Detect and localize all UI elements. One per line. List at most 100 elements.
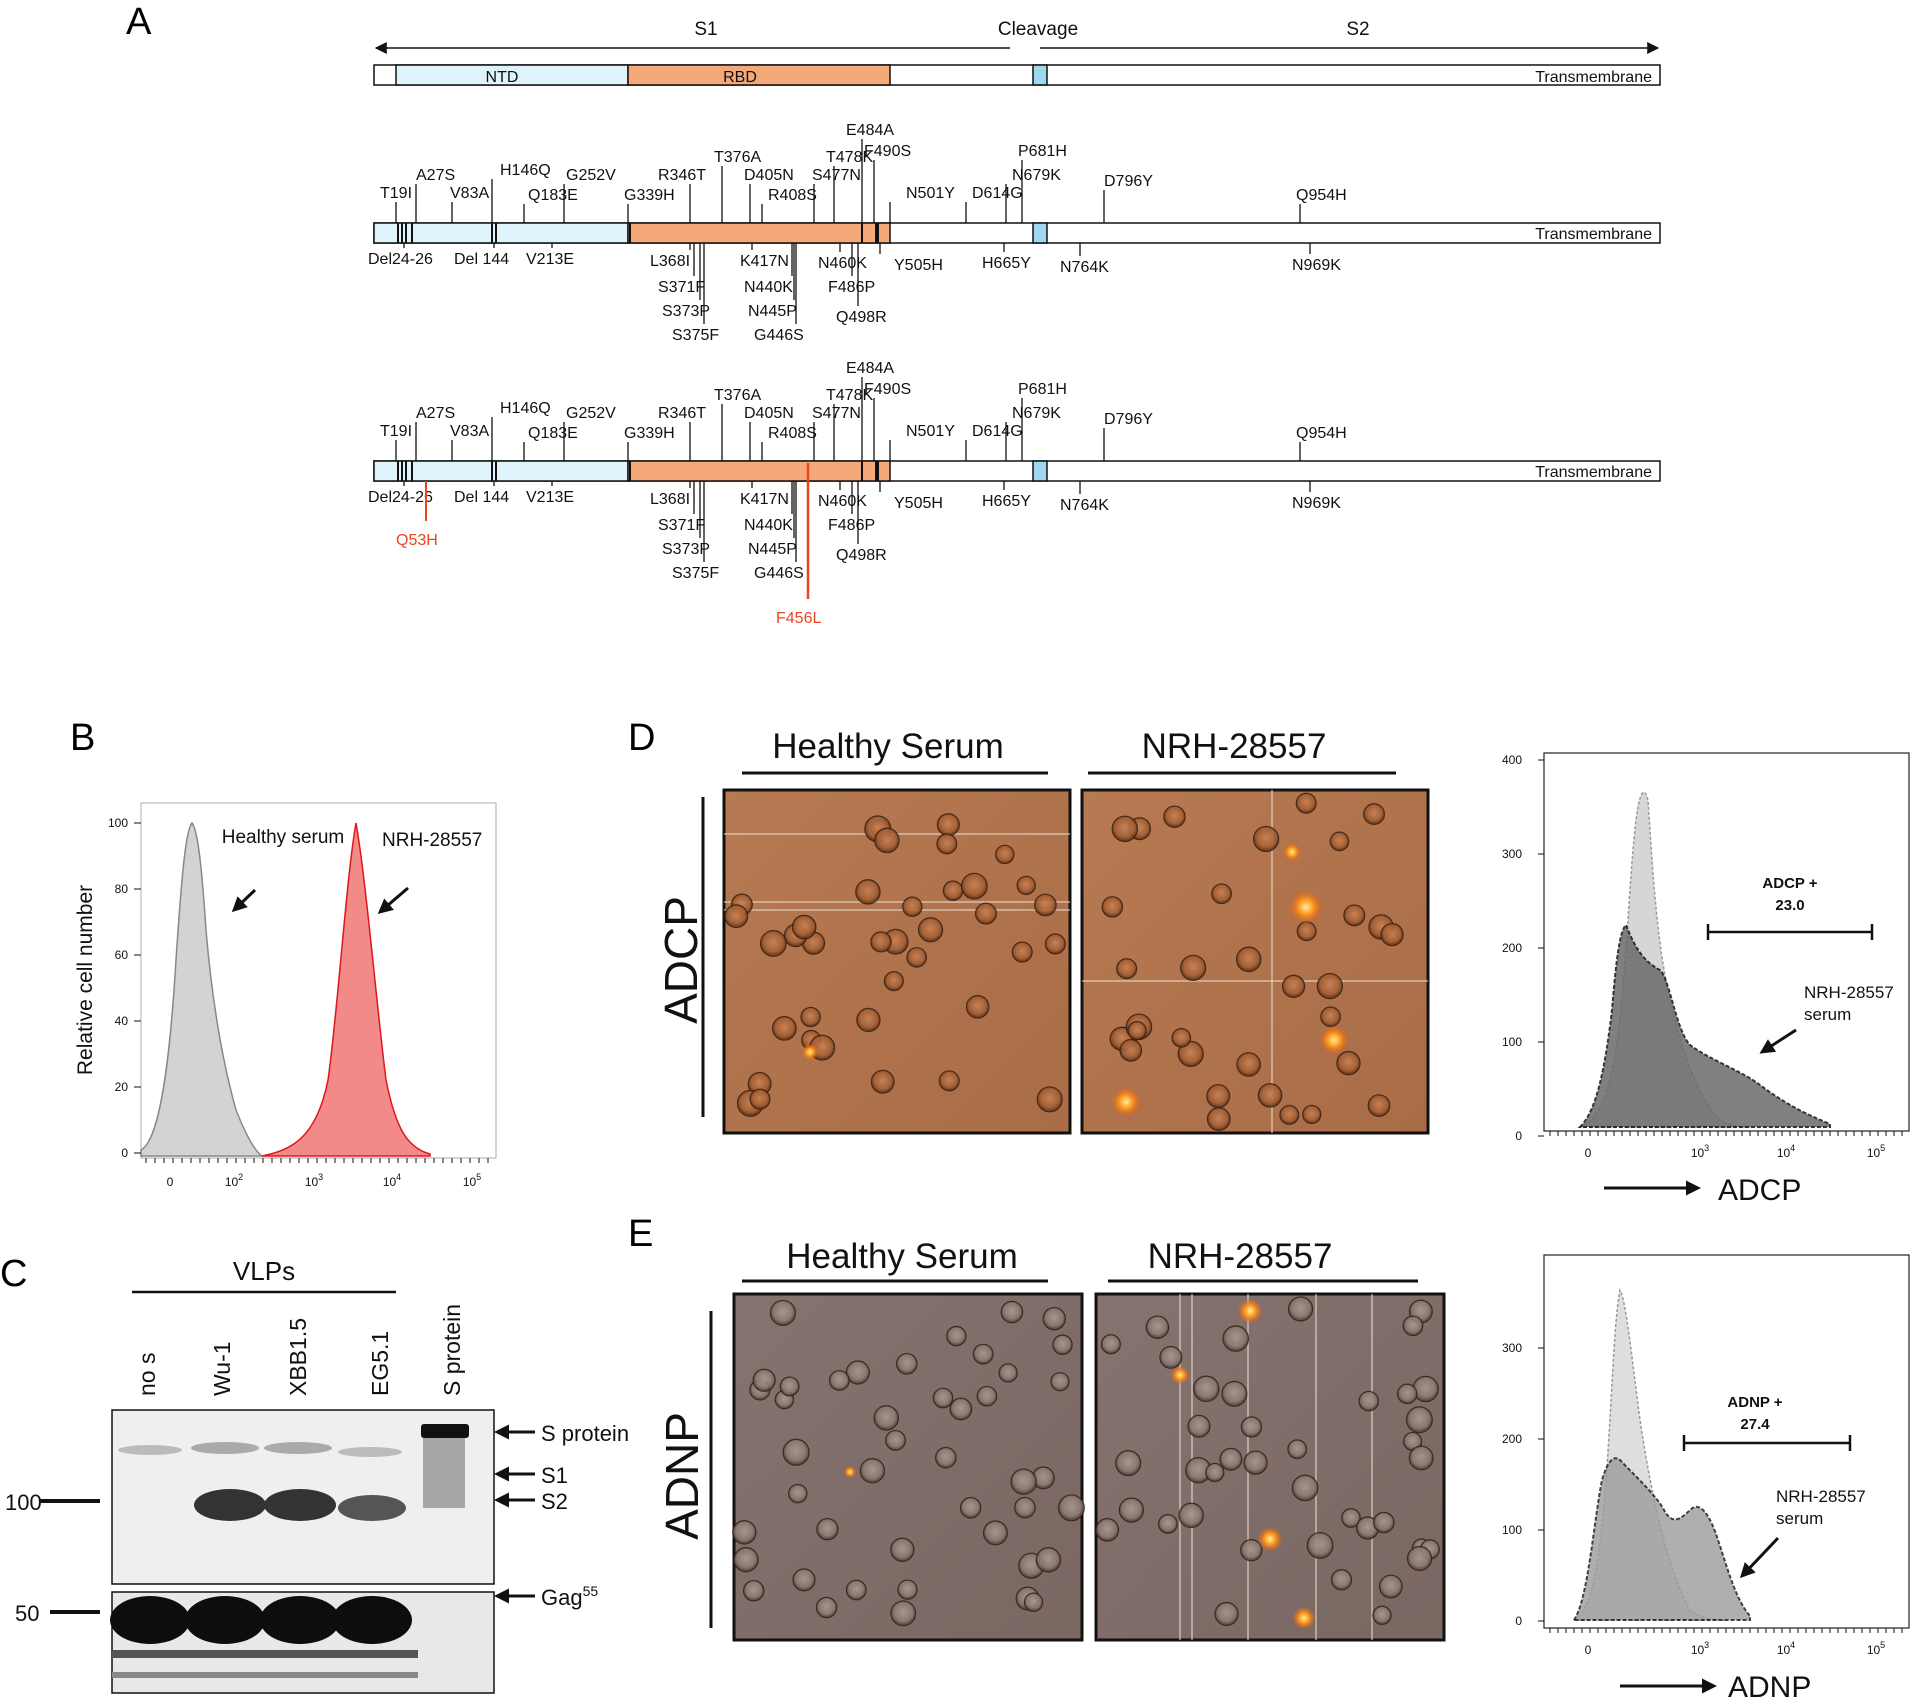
mutation-label: G252V [566, 405, 616, 422]
hist-xtick: 0 [1585, 1146, 1592, 1160]
cleavage-site [1032, 222, 1048, 244]
mutation-label: V83A [450, 185, 489, 202]
b-ytick: 0 [121, 1146, 128, 1160]
mutation-label: D614G [972, 423, 1023, 440]
b-ytick: 60 [115, 948, 129, 962]
mutation-label: L368I [650, 491, 690, 508]
mutation-label: N440K [744, 279, 793, 296]
lane-label: EG5.1 [367, 1331, 393, 1396]
hist-ytick: 200 [1502, 1432, 1522, 1446]
healthy-arrow [231, 888, 257, 913]
e-healthy-label: Healthy Serum [786, 1237, 1017, 1276]
panel-letter-a: A [126, 1, 152, 43]
mutation-label: Y505H [894, 495, 943, 512]
mutation-label: V213E [526, 489, 574, 506]
cleavage-site [1032, 460, 1048, 482]
mutation-label: S373P [662, 541, 710, 558]
mutation-label: G252V [566, 167, 616, 184]
band-s-protein: S protein [541, 1421, 629, 1446]
mutation-label: N501Y [906, 185, 955, 202]
mutation-label: E484A [846, 360, 894, 377]
adnp-nrh-image [1094, 1292, 1446, 1642]
mutation-label: H665Y [982, 493, 1031, 510]
mutation-label: V213E [526, 251, 574, 268]
s1-label: S1 [694, 19, 717, 40]
mutation-label: Q183E [528, 187, 578, 204]
mutation-label: H146Q [500, 162, 551, 179]
mutation-label: R408S [768, 187, 817, 204]
mutation-label: Q498R [836, 547, 887, 564]
e-gate-label: ADNP + [1727, 1394, 1782, 1411]
e-nrh-label: NRH-28557 [1148, 1237, 1333, 1276]
mutation-label: N460K [818, 493, 867, 510]
upper-bands [118, 1424, 469, 1521]
mutation-label: S373P [662, 303, 710, 320]
nrh-arrow [377, 886, 409, 914]
mutation-q53h: Q53H [396, 532, 438, 549]
hist-xtick: 103 [1691, 1640, 1709, 1657]
b-xtick: 104 [383, 1172, 401, 1189]
mutation-label: H146Q [500, 400, 551, 417]
mutation-label: R346T [658, 405, 706, 422]
panel-a-domain-bar: S1 Cleavage S2 NTD RBD Transmembrane [373, 19, 1661, 86]
rbd-domain [627, 222, 891, 244]
hist-xtick: 103 [1691, 1143, 1709, 1160]
mutation-label: K417N [740, 491, 789, 508]
panel-letter-e: E [628, 1213, 653, 1255]
lower-bands [110, 1596, 418, 1678]
b-ylabel: Relative cell number [74, 885, 97, 1075]
band-s2: S2 [541, 1489, 568, 1514]
mutation-label: S371F [658, 279, 705, 296]
adcp-healthy-image [722, 788, 1072, 1135]
ntd-label: NTD [486, 69, 519, 86]
hist-ytick: 400 [1502, 753, 1522, 767]
panel-d-histogram: 400 300 200 100 0 0 103 104 105 ADCP + 23.0 NRH… [1502, 752, 1910, 1207]
mutation-label: D796Y [1104, 173, 1153, 190]
mutation-label: D796Y [1104, 411, 1153, 428]
cleavage-site [1032, 64, 1048, 86]
mutation-label: N440K [744, 517, 793, 534]
mutation-label: E484A [846, 122, 894, 139]
mutation-label: Y505H [894, 257, 943, 274]
nrh-serum-histogram [261, 822, 431, 1157]
transmembrane-label: Transmembrane [1535, 464, 1652, 481]
mutation-label: N445P [748, 303, 797, 320]
s2-label: S2 [1346, 19, 1369, 40]
e-arrow-label: NRH-28557 [1776, 1487, 1866, 1506]
mutation-label: R346T [658, 167, 706, 184]
mutation-label: N501Y [906, 423, 955, 440]
mutation-label: S477N [812, 167, 861, 184]
mutation-label: G446S [754, 327, 804, 344]
mutation-label: Del24-26 [368, 251, 433, 268]
marker-100: 100 [5, 1490, 42, 1515]
panel-d-microscopy: Healthy Serum NRH-28557 ADCP [655, 727, 1430, 1135]
rbd-label: RBD [723, 69, 757, 86]
transmembrane-label: Transmembrane [1535, 226, 1652, 243]
hist-ytick: 200 [1502, 941, 1522, 955]
mutation-label: G339H [624, 425, 675, 442]
lane-label: S protein [439, 1304, 465, 1396]
panel-letter-d: D [628, 717, 655, 759]
adcp-nrh-image [1080, 788, 1430, 1135]
mutation-label: N445P [748, 541, 797, 558]
mutation-label: S477N [812, 405, 861, 422]
mutation-label: Del 144 [454, 489, 509, 506]
panel-letter-b: B [70, 717, 95, 759]
mutation-label: D405N [744, 405, 794, 422]
panel-letter-c: C [0, 1253, 27, 1295]
mutation-label: Del 144 [454, 251, 509, 268]
panel-b-histogram: Relative cell number 100 80 60 40 20 0 0 102 10… [74, 802, 497, 1189]
marker-50: 50 [15, 1601, 39, 1626]
b-ytick: 40 [115, 1014, 129, 1028]
mutation-label: A27S [416, 405, 455, 422]
mutation-label: K417N [740, 253, 789, 270]
hist-ytick: 300 [1502, 847, 1522, 861]
mutation-label: T376A [714, 387, 761, 404]
hist-xtick: 105 [1867, 1143, 1885, 1160]
mutation-label: P681H [1018, 381, 1067, 398]
vlps-label: VLPs [233, 1256, 295, 1286]
lane-label: Wu-1 [209, 1341, 235, 1396]
e-xaxis: ADNP [1728, 1671, 1811, 1699]
